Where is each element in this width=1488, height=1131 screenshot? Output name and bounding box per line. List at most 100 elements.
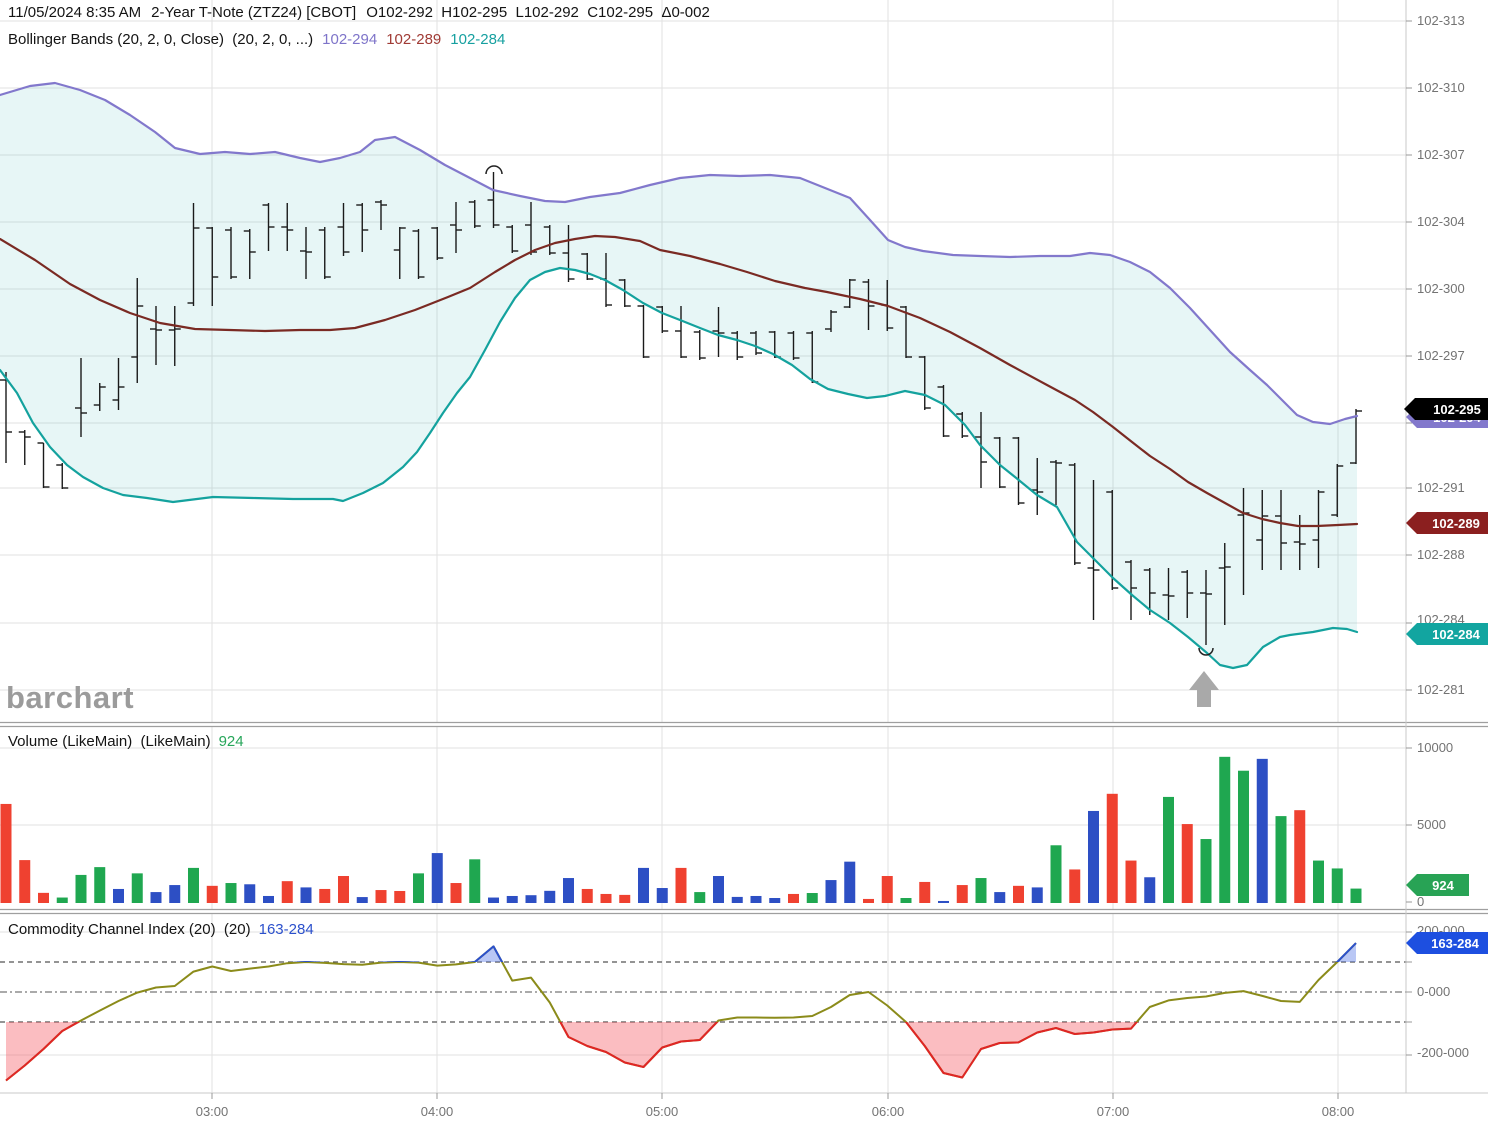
bollinger-lower-line [0, 266, 1359, 670]
volume-axis-label: 5000 [1417, 817, 1446, 832]
volume-bar [206, 885, 218, 903]
price-axis-label: 102-288 [1417, 547, 1465, 562]
volume-bar [544, 890, 556, 903]
volume-panel-title: Volume (LikeMain) (LikeMain) 924 [8, 733, 244, 750]
volume-bar [319, 888, 331, 903]
volume-bar [1181, 824, 1193, 903]
volume-bar [394, 890, 406, 903]
volume-bar [900, 898, 912, 903]
bollinger-label: Bollinger Bands (20, 2, 0, Close) (20, 2… [8, 31, 314, 48]
volume-bar [1069, 869, 1081, 903]
volume-bar [1200, 839, 1212, 903]
cci-value: 163-284 [258, 921, 314, 938]
volume-bar [225, 883, 237, 903]
volume-bar [431, 853, 443, 903]
volume-bar [975, 878, 987, 903]
volume-bar [656, 888, 668, 903]
bb-lower-badge: 102-284 [1406, 623, 1488, 645]
bb-middle-value: 102-289 [386, 31, 442, 48]
volume-bar [75, 874, 87, 903]
volume-bar [38, 892, 49, 903]
cci-overbought-fill [6, 943, 1356, 962]
volume-bar [1256, 758, 1268, 903]
volume-label: Volume (LikeMain) (LikeMain) [8, 733, 211, 750]
volume-bar [1313, 860, 1324, 903]
volume-bar [19, 860, 31, 903]
volume-bar [806, 893, 818, 903]
volume-bar [338, 876, 349, 903]
reversal-arc-top-icon [485, 165, 503, 175]
title-ohlc-summary: O102-292 H102-295 L102-292 C102-295 Δ0-0… [366, 4, 710, 21]
cci-panel-title: Commodity Channel Index (20) (20) 163-284 [8, 921, 314, 938]
cci-label: Commodity Channel Index (20) (20) [8, 921, 251, 938]
volume-bar [1144, 877, 1156, 903]
volume-bar [375, 890, 387, 903]
volume-badge: 924 [1406, 874, 1469, 896]
volume-bar [825, 880, 837, 903]
volume-bar [1275, 816, 1287, 903]
volume-axis-label: 10000 [1417, 740, 1454, 755]
volume-bar [619, 894, 631, 903]
volume-bar [1331, 868, 1343, 903]
time-axis-label: 04:00 [420, 1104, 454, 1119]
volume-bar [506, 895, 518, 903]
volume-bar [694, 892, 706, 903]
price-axis-label: 102-304 [1417, 214, 1465, 229]
volume-bar [863, 898, 874, 903]
volume-bar [581, 888, 593, 903]
price-axis-label: 102-313 [1417, 13, 1465, 28]
time-axis-label: 07:00 [1096, 1104, 1130, 1119]
price-axis-label: 102-297 [1417, 348, 1465, 363]
price-axis-label: 102-291 [1417, 480, 1465, 495]
volume-bar [1031, 887, 1043, 903]
volume-bar [281, 881, 293, 903]
volume-bar [1163, 796, 1174, 903]
volume-bar [769, 898, 781, 903]
volume-bar [919, 881, 931, 903]
volume-bar [150, 892, 162, 903]
volume-bar [600, 893, 612, 903]
price-axis-label: 102-307 [1417, 147, 1465, 162]
cci-line [5, 942, 1357, 1082]
cci-line-overbought [290, 942, 1357, 962]
volume-bar [956, 885, 968, 903]
last-price-badge: 102-295 [1404, 398, 1488, 420]
volume-axis-label: 0 [1417, 894, 1425, 909]
volume-bar [1219, 756, 1231, 903]
volume-bar [300, 887, 312, 903]
up-arrow-icon [1189, 671, 1219, 707]
volume-bar [881, 876, 893, 903]
cci-badge: 163-284 [1406, 932, 1488, 954]
volume-bar [1294, 810, 1306, 903]
volume-bar [56, 897, 68, 903]
price-axis-label: 102-300 [1417, 281, 1465, 296]
time-axis-label: 08:00 [1321, 1104, 1355, 1119]
bb-upper-value: 102-294 [322, 31, 378, 48]
chart-title: 11/05/2024 8:35 AM 2-Year T-Note (ZTZ24) … [8, 4, 720, 21]
volume-bar [113, 888, 124, 903]
volume-bar [1088, 810, 1099, 903]
title-instrument: 2-Year T-Note (ZTZ24) [CBOT] [151, 4, 357, 21]
volume-bar [994, 892, 1006, 903]
time-axis-label: 05:00 [645, 1104, 679, 1119]
volume-bar [263, 895, 274, 903]
volume-bar [750, 895, 762, 903]
volume-bar [675, 867, 687, 903]
volume-bar [356, 897, 368, 903]
volume-bar [413, 873, 424, 903]
volume-bar [563, 878, 574, 903]
volume-bar [713, 876, 724, 903]
bollinger-upper-line [0, 81, 1359, 426]
volume-bar [1125, 860, 1137, 903]
volume-bar [188, 867, 199, 903]
volume-value: 924 [218, 733, 244, 750]
bollinger-middle-line [0, 234, 1359, 528]
volume-bar [450, 883, 462, 903]
volume-bar [938, 900, 949, 903]
volume-bar [788, 893, 799, 903]
bb-lower-value: 102-284 [450, 31, 506, 48]
barchart-watermark: barchart [6, 680, 135, 715]
volume-bar [469, 859, 481, 903]
